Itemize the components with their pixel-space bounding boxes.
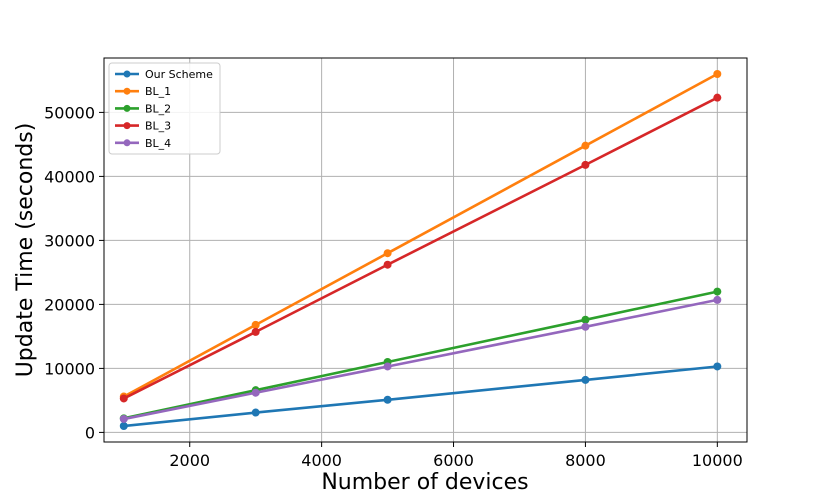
y-tick-label: 0	[85, 423, 95, 442]
legend: Our Scheme BL_1 BL_2 BL_3 BL_4	[108, 62, 221, 155]
legend-item: BL_3	[115, 120, 171, 133]
series-3	[119, 93, 722, 403]
legend-marker	[123, 139, 131, 147]
data-point	[251, 388, 260, 397]
data-point	[713, 70, 722, 78]
x-tick-label: 4000	[301, 451, 342, 470]
data-point	[251, 320, 260, 329]
legend-label: BL_4	[145, 137, 171, 150]
data-point	[581, 322, 590, 331]
legend-marker	[123, 70, 131, 78]
data-point	[383, 249, 392, 258]
legend-marker	[123, 87, 131, 95]
y-axis: 0 10000 20000 30000 40000 50000	[44, 103, 104, 442]
data-point	[119, 414, 128, 423]
data-point	[383, 395, 392, 404]
data-point	[581, 141, 590, 150]
data-point	[581, 315, 590, 324]
data-point	[713, 93, 722, 102]
data-point	[119, 394, 128, 403]
x-tick-label: 2000	[169, 451, 210, 470]
y-tick-label: 50000	[44, 103, 95, 122]
data-point	[383, 362, 392, 371]
data-point	[713, 362, 722, 371]
data-point	[581, 375, 590, 384]
y-tick-label: 40000	[44, 167, 95, 186]
x-tick-label: 6000	[433, 451, 474, 470]
y-tick-label: 30000	[44, 231, 95, 250]
x-axis-label: Number of devices	[321, 470, 528, 495]
data-point	[713, 287, 722, 296]
legend-item: Our Scheme	[115, 68, 213, 81]
legend-box	[108, 62, 221, 155]
series-line	[123, 365, 718, 428]
data-point	[119, 422, 128, 430]
data-point	[713, 295, 722, 304]
y-tick-label: 20000	[44, 295, 95, 314]
y-tick-label: 10000	[44, 359, 95, 378]
series-1	[119, 70, 722, 401]
x-tick-label: 8000	[565, 451, 606, 470]
legend-marker	[123, 104, 131, 112]
legend-item: BL_2	[115, 102, 171, 115]
legend-item: BL_1	[115, 85, 171, 98]
data-point	[383, 260, 392, 269]
legend-marker	[123, 122, 131, 130]
series-0	[119, 362, 722, 430]
legend-label: BL_1	[145, 85, 171, 98]
legend-item: BL_4	[115, 137, 171, 150]
data-point	[251, 408, 260, 417]
plot-area	[103, 57, 748, 443]
data-point	[581, 160, 590, 169]
x-axis: 2000 4000 6000 8000 10000	[169, 442, 743, 470]
legend-label: BL_2	[145, 102, 171, 115]
series-line	[123, 298, 718, 421]
x-tick-label: 10000	[692, 451, 743, 470]
legend-label: BL_3	[145, 120, 171, 133]
data-point	[251, 327, 260, 336]
series-4	[119, 295, 722, 423]
legend-label: Our Scheme	[145, 68, 213, 81]
series-layer	[119, 70, 722, 430]
y-axis-label: Update Time (seconds)	[13, 123, 38, 378]
